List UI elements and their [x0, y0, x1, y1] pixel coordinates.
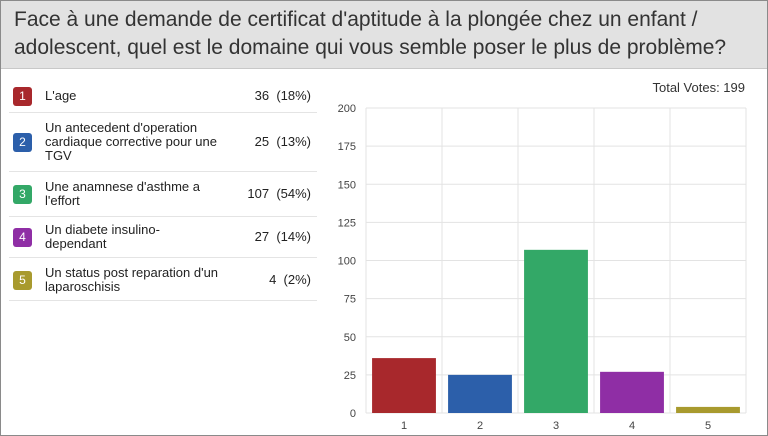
- total-votes: Total Votes: 199: [652, 80, 745, 95]
- y-tick-label: 75: [344, 294, 356, 306]
- answer-label: L'age: [45, 88, 77, 103]
- chart-bars: [372, 249, 740, 413]
- answer-number-badge: 4: [13, 228, 32, 247]
- vote-count: 107: [247, 186, 270, 201]
- vote-percent: (14%): [276, 229, 311, 244]
- y-tick-label: 0: [350, 408, 356, 420]
- answer-number-badge: 5: [13, 271, 32, 290]
- vote-percent: (18%): [276, 88, 311, 103]
- answer-label: Un antecedent d'operation cardiaque corr…: [45, 120, 217, 163]
- answer-row: 1 L'age 36 (18%): [9, 80, 317, 113]
- y-tick-label: 100: [338, 256, 356, 268]
- x-tick-label: 4: [629, 420, 635, 431]
- answer-row: 5 Un status post reparation d'un laparos…: [9, 258, 317, 301]
- answer-votes: 36 (18%): [255, 89, 311, 103]
- y-tick-label: 175: [338, 141, 356, 153]
- answer-list: 1 L'age 36 (18%) 2 Un antecedent d'opera…: [9, 80, 317, 301]
- y-tick-label: 200: [338, 103, 356, 115]
- vote-percent: (54%): [276, 186, 311, 201]
- answer-number-badge: 2: [13, 133, 32, 152]
- bar-4: [600, 371, 664, 413]
- answer-label: Un status post reparation d'un laparosch…: [45, 265, 219, 294]
- y-tick-label: 25: [344, 370, 356, 382]
- poll-question: Face à une demande de certificat d'aptit…: [14, 8, 727, 59]
- question-header: Face à une demande de certificat d'aptit…: [1, 1, 767, 69]
- x-tick-label: 5: [705, 420, 711, 431]
- bar-2: [448, 374, 512, 413]
- y-tick-label: 50: [344, 332, 356, 344]
- bar-3: [524, 249, 588, 413]
- bar-1: [372, 358, 436, 413]
- vote-count: 27: [254, 229, 270, 244]
- y-axis-ticks: 0 25 50 75 100 125 150 175 200: [338, 103, 356, 420]
- vote-count: 25: [254, 134, 270, 149]
- answer-number-badge: 1: [13, 87, 32, 106]
- answer-number-badge: 3: [13, 185, 32, 204]
- bar-5: [676, 406, 740, 413]
- answer-row: 4 Un diabete insulino-dependant 27 (14%): [9, 217, 317, 258]
- y-tick-label: 125: [338, 217, 356, 229]
- y-tick-label: 150: [338, 179, 356, 191]
- vote-percent: (2%): [283, 272, 311, 287]
- x-tick-label: 1: [401, 420, 407, 431]
- votes-bar-chart: 0 25 50 75 100 125 150 175 200 1 2 3 4 5: [338, 103, 747, 431]
- answer-votes: 27 (14%): [255, 230, 311, 244]
- answer-label: Un diabete insulino-dependant: [45, 222, 160, 251]
- answer-row: 3 Une anamnese d'asthme a l'effort 107 (…: [9, 172, 317, 217]
- x-tick-label: 3: [553, 420, 559, 431]
- answer-label: Une anamnese d'asthme a l'effort: [45, 179, 200, 208]
- answer-votes: 4 (2%): [269, 273, 311, 287]
- answer-votes: 25 (13%): [255, 135, 311, 149]
- answer-row: 2 Un antecedent d'operation cardiaque co…: [9, 113, 317, 172]
- answer-votes: 107 (54%): [247, 187, 311, 201]
- vote-count: 4: [269, 272, 277, 287]
- vote-count: 36: [254, 88, 270, 103]
- vote-percent: (13%): [276, 134, 311, 149]
- x-axis-ticks: 1 2 3 4 5: [401, 420, 711, 431]
- x-tick-label: 2: [477, 420, 483, 431]
